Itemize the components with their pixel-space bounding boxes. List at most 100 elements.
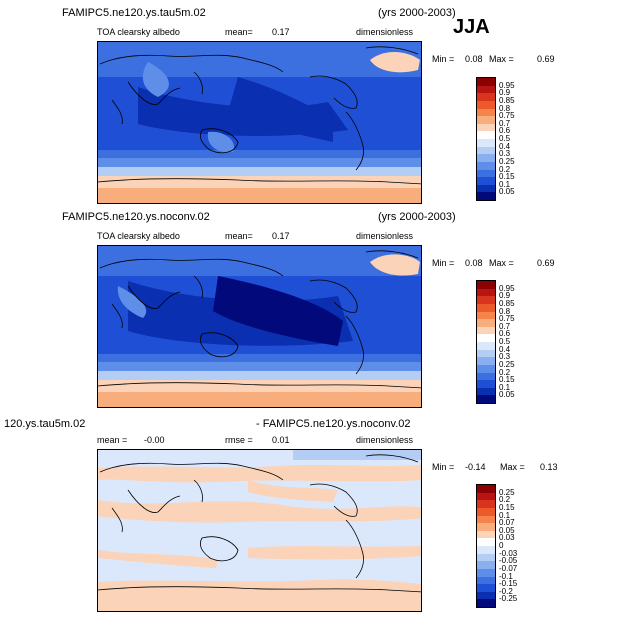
panel2-colorbar-tick-label: 0.8 (499, 306, 511, 316)
panel3-units: dimensionless (356, 435, 414, 445)
panel2-colorbar-tick-label: 0.75 (499, 314, 515, 324)
colorbar-swatch (477, 169, 495, 178)
panel1-case-title: FAMIPC5.ne120.ys.tau5m.02 (62, 7, 206, 19)
panel3-colorbar-tick-label: 0.07 (499, 518, 515, 528)
panel3-colorbar-tick-label: -0.1 (499, 571, 513, 581)
colorbar-swatch (477, 342, 495, 350)
panel2-colorbar (476, 280, 496, 404)
panel2-colorbar-tick-label: 0.3 (499, 352, 511, 362)
colorbar-swatch (477, 334, 495, 342)
panel1-map (97, 41, 422, 204)
colorbar-swatch (477, 530, 495, 539)
colorbar-swatch (477, 576, 495, 585)
panel2-colorbar-tick-label: 0.95 (499, 283, 515, 293)
panel3-rmse-label: rmse = (225, 435, 253, 445)
panel2-min-label: Min = (432, 258, 455, 268)
panel2-mean-value: 0.17 (272, 231, 290, 241)
panel1-colorbar-tick-label: 0.7 (499, 118, 511, 128)
panel2-map-svg (98, 246, 421, 407)
panel3-map (97, 449, 422, 612)
panel2-min-value: 0.08 (465, 258, 483, 268)
panel1-mean-label: mean= (225, 27, 253, 37)
colorbar-swatch (477, 78, 495, 86)
panel3-case-title: 120.ys.tau5m.02 (4, 418, 86, 430)
panel1-max-value: 0.69 (537, 54, 555, 64)
colorbar-swatch (477, 584, 495, 592)
panel2-colorbar-tick-label: 0.1 (499, 382, 511, 392)
panel1-colorbar-tick-label: 0.4 (499, 141, 511, 151)
panel2-colorbar-tick-label: 0.4 (499, 344, 511, 354)
panel2-colorbar-tick-label: 0.9 (499, 291, 511, 301)
colorbar-swatch (477, 364, 495, 373)
colorbar-swatch (477, 319, 495, 327)
panel1-max-label: Max = (489, 54, 514, 64)
panel2-map (97, 245, 422, 408)
colorbar-swatch (477, 568, 495, 577)
panel2-years: (yrs 2000-2003) (378, 211, 456, 223)
colorbar-swatch (477, 500, 495, 508)
panel2-colorbar-tick-label: 0.85 (499, 298, 515, 308)
colorbar-swatch (477, 492, 495, 501)
panel3-case2-title: - FAMIPC5.ne120.ys.noconv.02 (256, 418, 411, 430)
colorbar-swatch (477, 108, 495, 117)
colorbar-swatch (477, 93, 495, 101)
colorbar-swatch (477, 192, 495, 200)
panel1-colorbar-tick-label: 0.95 (499, 80, 515, 90)
colorbar-swatch (477, 326, 495, 335)
colorbar-swatch (477, 538, 495, 546)
panel2-max-label: Max = (489, 258, 514, 268)
panel3-colorbar-tick-label: -0.25 (499, 594, 518, 604)
panel2-units: dimensionless (356, 231, 414, 241)
panel2-case-title: FAMIPC5.ne120.ys.noconv.02 (62, 211, 210, 223)
panel3-colorbar-tick-label: 0.15 (499, 502, 515, 512)
panel3-min-value: -0.14 (465, 462, 486, 472)
panel3-colorbar-tick-label: -0.15 (499, 579, 518, 589)
panel3-colorbar (476, 484, 496, 608)
colorbar-swatch (477, 288, 495, 297)
panel3-max-value: 0.13 (540, 462, 558, 472)
panel2-colorbar-tick-label: 0.25 (499, 359, 515, 369)
panel2-colorbar-tick-label: 0.2 (499, 367, 511, 377)
panel3-min-label: Min = (432, 462, 455, 472)
panel3-colorbar-tick-label: 0 (499, 541, 504, 550)
panel2-colorbar-tick-label: 0.6 (499, 329, 511, 339)
panel3-max-label: Max = (500, 462, 525, 472)
colorbar-swatch (477, 154, 495, 162)
panel3-rmse-value: 0.01 (272, 435, 290, 445)
colorbar-swatch (477, 161, 495, 170)
panel1-colorbar-tick-label: 0.1 (499, 179, 511, 189)
panel1-colorbar-tick-label: 0.2 (499, 164, 511, 174)
panel2-variable: TOA clearsky albedo (97, 231, 180, 241)
panel3-colorbar-tick-label: 0.2 (499, 495, 511, 505)
panel3-mean-value: -0.00 (144, 435, 165, 445)
colorbar-swatch (477, 591, 495, 600)
season-label: JJA (453, 16, 490, 38)
panel3-colorbar-tick-label: 0.03 (499, 533, 515, 543)
panel3-colorbar-tick-label: -0.05 (499, 556, 518, 566)
panel3-colorbar-tick-label: 0.1 (499, 510, 511, 520)
panel1-colorbar-tick-label: 0.8 (499, 103, 511, 113)
colorbar-swatch (477, 184, 495, 193)
colorbar-swatch (477, 146, 495, 155)
panel3-colorbar-tick-label: 0.25 (499, 487, 515, 497)
panel1-years: (yrs 2000-2003) (378, 7, 456, 19)
panel2-colorbar-tick-label: 0.15 (499, 375, 515, 385)
panel1-colorbar-tick-label: 0.9 (499, 88, 511, 98)
panel1-colorbar-tick-label: 0.85 (499, 95, 515, 105)
panel1-colorbar-tick-label: 0.05 (499, 187, 515, 197)
panel1-mean-value: 0.17 (272, 27, 290, 37)
panel1-colorbar-tick-label: 0.15 (499, 172, 515, 182)
colorbar-swatch (477, 387, 495, 396)
panel3-map-svg (98, 450, 421, 611)
panel1-min-value: 0.08 (465, 54, 483, 64)
colorbar-swatch (477, 311, 495, 320)
panel3-colorbar-tick-label: -0.07 (499, 563, 518, 573)
colorbar-swatch (477, 553, 495, 562)
colorbar-swatch (477, 599, 495, 607)
colorbar-swatch (477, 281, 495, 289)
colorbar-swatch (477, 177, 495, 185)
colorbar-swatch (477, 372, 495, 381)
colorbar-swatch (477, 303, 495, 312)
panel2-max-value: 0.69 (537, 258, 555, 268)
colorbar-swatch (477, 349, 495, 358)
